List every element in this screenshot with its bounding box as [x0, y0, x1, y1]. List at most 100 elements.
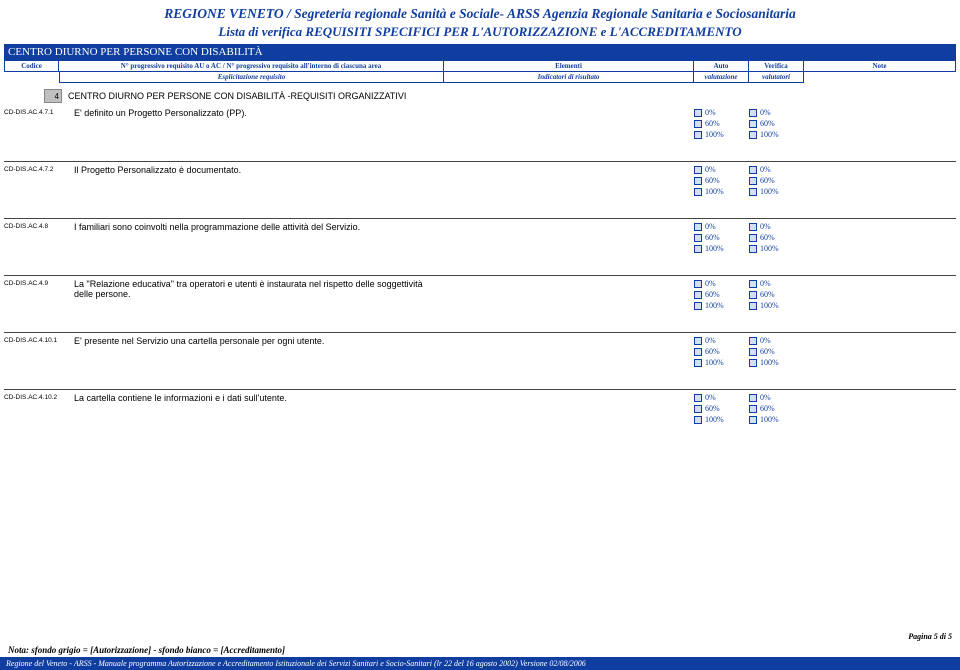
checkbox-icon — [749, 337, 757, 345]
requirement-code: CD-DIS.AC.4.8 — [4, 221, 74, 271]
percent-checkbox[interactable]: 60% — [694, 290, 749, 299]
percent-checkbox[interactable]: 100% — [694, 187, 749, 196]
percent-label: 100% — [705, 187, 724, 196]
percent-checkbox[interactable]: 0% — [694, 108, 749, 117]
percent-checkbox[interactable]: 100% — [749, 415, 804, 424]
checkbox-icon — [749, 394, 757, 402]
verifier-checks: 0% 60% 100% — [749, 164, 804, 214]
percent-label: 0% — [705, 222, 716, 231]
checkbox-icon — [749, 177, 757, 185]
checkbox-icon — [694, 223, 702, 231]
percent-checkbox[interactable]: 60% — [694, 233, 749, 242]
checkbox-icon — [749, 234, 757, 242]
requirement-code: CD-DIS.AC.4.10.2 — [4, 392, 74, 442]
percent-checkbox[interactable]: 100% — [749, 130, 804, 139]
col-auto-sub: valutazione — [694, 72, 749, 83]
header-title: REGIONE VENETO / Segreteria regionale Sa… — [0, 0, 960, 22]
requirement-description: I familiari sono coinvolti nella program… — [74, 221, 444, 271]
checkbox-icon — [749, 131, 757, 139]
percent-label: 60% — [760, 176, 775, 185]
percent-checkbox[interactable]: 60% — [749, 119, 804, 128]
percent-label: 100% — [705, 301, 724, 310]
auto-evaluation-checks: 0% 60% 100% — [694, 221, 749, 271]
percent-label: 100% — [760, 187, 779, 196]
percent-checkbox[interactable]: 60% — [749, 233, 804, 242]
row-separator — [4, 332, 956, 333]
percent-checkbox[interactable]: 0% — [694, 279, 749, 288]
row-separator — [4, 218, 956, 219]
percent-label: 0% — [705, 336, 716, 345]
percent-checkbox[interactable]: 60% — [749, 404, 804, 413]
percent-checkbox[interactable]: 60% — [749, 176, 804, 185]
verifier-checks: 0% 60% 100% — [749, 221, 804, 271]
row-separator — [4, 389, 956, 390]
percent-label: 100% — [705, 130, 724, 139]
percent-checkbox[interactable]: 100% — [694, 358, 749, 367]
percent-label: 0% — [760, 165, 771, 174]
percent-checkbox[interactable]: 100% — [694, 244, 749, 253]
percent-checkbox[interactable]: 100% — [749, 358, 804, 367]
percent-label: 60% — [705, 119, 720, 128]
percent-checkbox[interactable]: 0% — [749, 336, 804, 345]
section-label: CENTRO DIURNO PER PERSONE CON DISABILITÀ… — [68, 91, 406, 101]
percent-checkbox[interactable]: 100% — [694, 130, 749, 139]
percent-checkbox[interactable]: 100% — [749, 301, 804, 310]
checkbox-icon — [694, 394, 702, 402]
column-header-row-2: Esplicitazione requisito Indicatori di r… — [4, 72, 956, 83]
percent-checkbox[interactable]: 100% — [749, 244, 804, 253]
percent-label: 100% — [705, 415, 724, 424]
requirement-row: CD-DIS.AC.4.10.2La cartella contiene le … — [4, 392, 956, 442]
requirement-code: CD-DIS.AC.4.10.1 — [4, 335, 74, 385]
percent-label: 0% — [705, 279, 716, 288]
percent-checkbox[interactable]: 0% — [749, 165, 804, 174]
percent-label: 60% — [705, 233, 720, 242]
footer-bar: Regione del Veneto - ARSS - Manuale prog… — [0, 657, 960, 670]
footer-note: Nota: sfondo grigio = [Autorizzazione] -… — [0, 643, 960, 657]
percent-checkbox[interactable]: 0% — [694, 336, 749, 345]
percent-checkbox[interactable]: 60% — [749, 347, 804, 356]
percent-label: 100% — [760, 358, 779, 367]
checkbox-icon — [749, 188, 757, 196]
percent-label: 100% — [705, 358, 724, 367]
page-number: Pagina 5 di 5 — [0, 630, 960, 643]
col-code: Codice — [4, 60, 59, 72]
requirement-code: CD-DIS.AC.4.7.2 — [4, 164, 74, 214]
percent-checkbox[interactable]: 60% — [694, 404, 749, 413]
center-title-bar: CENTRO DIURNO PER PERSONE CON DISABILITÀ — [4, 44, 956, 60]
percent-checkbox[interactable]: 0% — [749, 279, 804, 288]
percent-label: 60% — [760, 347, 775, 356]
requirement-description: La cartella contiene le informazioni e i… — [74, 392, 444, 442]
checkbox-icon — [694, 131, 702, 139]
section-number: 4 — [44, 89, 62, 103]
percent-checkbox[interactable]: 60% — [694, 119, 749, 128]
percent-label: 60% — [760, 404, 775, 413]
requirement-row: CD-DIS.AC.4.9La "Relazione educativa" tr… — [4, 278, 956, 328]
percent-checkbox[interactable]: 60% — [694, 176, 749, 185]
checkbox-icon — [749, 166, 757, 174]
percent-checkbox[interactable]: 0% — [749, 393, 804, 402]
checkbox-icon — [694, 348, 702, 356]
percent-checkbox[interactable]: 100% — [749, 187, 804, 196]
percent-label: 0% — [705, 108, 716, 117]
verifier-checks: 0% 60% 100% — [749, 392, 804, 442]
checkbox-icon — [694, 280, 702, 288]
checkbox-icon — [749, 120, 757, 128]
checkbox-icon — [749, 302, 757, 310]
percent-checkbox[interactable]: 60% — [694, 347, 749, 356]
checkbox-icon — [694, 291, 702, 299]
percent-checkbox[interactable]: 0% — [694, 165, 749, 174]
percent-checkbox[interactable]: 0% — [749, 222, 804, 231]
percent-checkbox[interactable]: 100% — [694, 301, 749, 310]
percent-checkbox[interactable]: 60% — [749, 290, 804, 299]
verifier-checks: 0% 60% 100% — [749, 107, 804, 157]
percent-label: 0% — [760, 336, 771, 345]
percent-label: 100% — [760, 130, 779, 139]
percent-checkbox[interactable]: 0% — [694, 222, 749, 231]
col-ver-sub: valutatori — [749, 72, 804, 83]
percent-checkbox[interactable]: 0% — [749, 108, 804, 117]
percent-checkbox[interactable]: 0% — [694, 393, 749, 402]
percent-label: 100% — [705, 244, 724, 253]
percent-checkbox[interactable]: 100% — [694, 415, 749, 424]
requirement-code: CD-DIS.AC.4.9 — [4, 278, 74, 328]
percent-label: 0% — [760, 222, 771, 231]
